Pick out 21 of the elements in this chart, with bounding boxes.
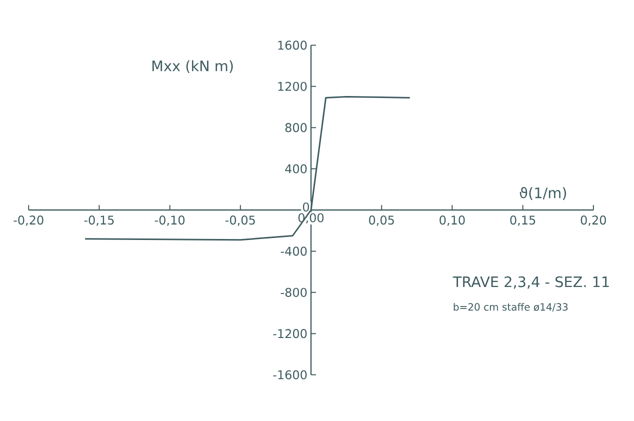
x-axis-title: ϑ(1/m)	[520, 187, 566, 200]
x-tick-label: 0,20	[580, 216, 606, 226]
y-tick-label: 400	[285, 164, 307, 174]
annotation: TRAVE 2,3,4 - SEZ. 11	[452, 276, 609, 289]
x-tick-label: 0,05	[369, 216, 394, 226]
y-tick-label: -800	[280, 288, 307, 297]
y-tick-label: 800	[285, 123, 307, 132]
x-tick-label: -0,20	[14, 216, 44, 226]
x-tick-label: -0,10	[154, 216, 185, 226]
annotation: b=20 cm staffe ø14/33	[454, 302, 568, 312]
y-tick-label: -1200	[273, 329, 307, 338]
x-tick-label: -0,15	[84, 216, 114, 226]
y-tick-label: -1600	[273, 370, 307, 380]
y-tick-label: -400	[280, 246, 307, 256]
x-tick-label: 0,10	[440, 216, 465, 226]
y-axis-title: Mxx (kN m)	[152, 60, 233, 74]
x-tick-label: 0,15	[510, 216, 536, 226]
y-tick-label: 1200	[278, 82, 307, 91]
y-tick-label: 1600	[278, 40, 307, 50]
x-tick-label: -0,05	[225, 216, 255, 226]
y-tick-label: 0	[302, 202, 310, 212]
